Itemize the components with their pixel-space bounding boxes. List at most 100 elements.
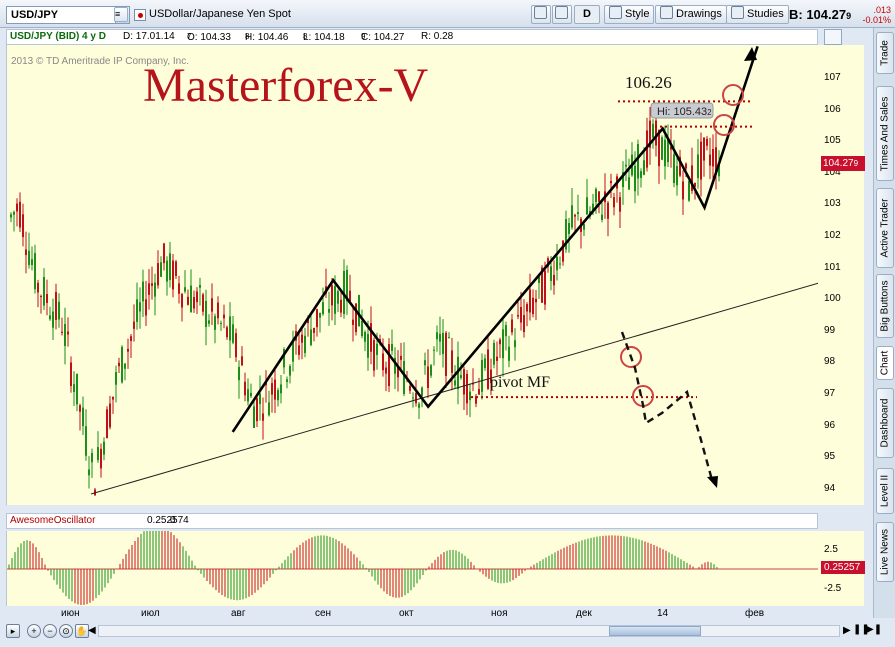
- scroll-right-icon[interactable]: ▶: [843, 625, 851, 636]
- osc-tick-top: 2.5: [824, 544, 838, 555]
- tab-level-ii[interactable]: Level II: [876, 468, 894, 514]
- candle-body: [118, 362, 120, 367]
- date-tick-label: сен: [315, 608, 332, 619]
- candles-group: [10, 102, 720, 496]
- highlight-circle: [713, 114, 735, 136]
- symbol-input[interactable]: USD/JPY ▼: [6, 6, 130, 24]
- bearish-scenario-line: [620, 331, 714, 481]
- price-chart[interactable]: 2013 © TD Ameritrade IP Company, Inc. Ma…: [6, 45, 820, 505]
- tab-active-trader[interactable]: Active Trader: [876, 188, 894, 268]
- candle-body: [307, 319, 309, 323]
- candle-body: [370, 323, 372, 352]
- scrollbar-thumb[interactable]: [609, 626, 701, 636]
- candle-body: [49, 315, 51, 320]
- candle-body: [409, 385, 411, 391]
- drag-handle-icon[interactable]: ▸: [6, 624, 20, 638]
- candle-body: [238, 366, 240, 381]
- symbol-name: USDollar/Japanese Yen Spot: [149, 8, 291, 20]
- date-tick-label: фев: [745, 608, 765, 619]
- oscillator-pane[interactable]: [6, 525, 819, 606]
- candle-body: [427, 366, 429, 389]
- candle-body: [415, 392, 417, 404]
- candle-body: [106, 409, 108, 439]
- price-tick-label: 103: [824, 198, 841, 210]
- symbol-value: USD/JPY: [11, 9, 59, 21]
- wave-pattern-line: [231, 45, 759, 433]
- zoom-fit-icon[interactable]: ⊙: [59, 624, 73, 638]
- candle-body: [397, 365, 399, 378]
- highlight-circle: [620, 346, 642, 368]
- candle-body: [592, 203, 594, 212]
- candle-body: [439, 333, 441, 342]
- tools-icon[interactable]: [531, 5, 551, 24]
- zoom-in-icon[interactable]: +: [27, 624, 41, 638]
- tab-live-news[interactable]: Live News: [876, 522, 894, 582]
- price-tick-label: 95: [824, 451, 836, 463]
- candle-body: [436, 332, 438, 340]
- drawings-button[interactable]: Drawings: [655, 5, 727, 24]
- ohlc-infobar: USD/JPY (BID) 4 y D D: 17.01.14 O: 104.3…: [6, 29, 818, 45]
- candle-body: [211, 298, 213, 312]
- candle-body: [400, 355, 402, 360]
- style-button[interactable]: Style: [604, 5, 655, 24]
- hi-label: Hi: 105.432: [657, 106, 712, 118]
- candle-body: [301, 334, 303, 343]
- candle-body: [283, 349, 285, 368]
- tab-times-and-sales[interactable]: Times And Sales: [876, 86, 894, 181]
- candle-body: [289, 366, 291, 376]
- tab-big-buttons[interactable]: Big Buttons: [876, 274, 894, 338]
- candle-body: [304, 335, 306, 354]
- candle-body: [703, 137, 705, 161]
- zoom-out-icon[interactable]: −: [43, 624, 57, 638]
- candle-body: [574, 214, 576, 217]
- candle-body: [16, 203, 18, 212]
- candle-body: [505, 325, 507, 337]
- change-value: .013: [873, 5, 891, 15]
- candle-body: [349, 290, 351, 302]
- candle-body: [364, 331, 366, 342]
- price-chart-svg[interactable]: 2013 © TD Ameritrade IP Company, Inc. Ma…: [7, 45, 820, 505]
- price-tick-label: 94: [824, 482, 836, 494]
- candle-body: [454, 380, 456, 386]
- candle-body: [286, 379, 288, 383]
- candle-body: [313, 327, 315, 333]
- tab-trade[interactable]: Trade: [876, 32, 894, 74]
- candle-body: [667, 138, 669, 163]
- aggregation-button[interactable]: D: [574, 5, 600, 24]
- candle-body: [553, 274, 555, 286]
- oscillator-infobar: AwesomeOscillator 0.252574 0: [6, 513, 818, 529]
- wrench-icon[interactable]: [552, 5, 572, 24]
- candle-body: [331, 285, 333, 306]
- candle-body: [577, 212, 579, 215]
- pause-icon[interactable]: ❚❚: [853, 624, 870, 635]
- scroll-left-icon[interactable]: ◀: [88, 625, 96, 636]
- price-axis[interactable]: 107 106 105 104 103 102 101 100 99 98 97 96 95 94 104…: [818, 45, 865, 505]
- candle-body: [688, 181, 690, 201]
- candle-body: [46, 294, 48, 303]
- pan-hand-icon[interactable]: ✋: [75, 624, 89, 638]
- candle-body: [178, 283, 180, 294]
- candle-body: [385, 367, 387, 374]
- oscillator-svg[interactable]: [7, 525, 819, 606]
- candle-body: [466, 373, 468, 404]
- detach-icon[interactable]: [824, 29, 842, 45]
- studies-button[interactable]: Studies: [726, 5, 789, 24]
- candle-body: [19, 201, 21, 228]
- candle-body: [319, 312, 321, 318]
- candle-body: [52, 311, 54, 328]
- candle-body: [73, 384, 75, 393]
- candle-body: [256, 398, 258, 422]
- candle-body: [199, 284, 201, 288]
- currency-flag-icon: [134, 9, 146, 21]
- candle-body: [298, 345, 300, 355]
- symbol-menu-icon[interactable]: ≡: [114, 7, 128, 22]
- candle-body: [628, 177, 630, 190]
- tab-dashboard[interactable]: Dashboard: [876, 388, 894, 458]
- chart-scrollbar[interactable]: [98, 625, 840, 637]
- scroll-end-icon[interactable]: ▶❚: [866, 624, 883, 635]
- candle-body: [337, 291, 339, 304]
- candle-body: [100, 448, 102, 469]
- tab-chart[interactable]: Chart: [876, 346, 894, 380]
- candle-body: [367, 334, 369, 358]
